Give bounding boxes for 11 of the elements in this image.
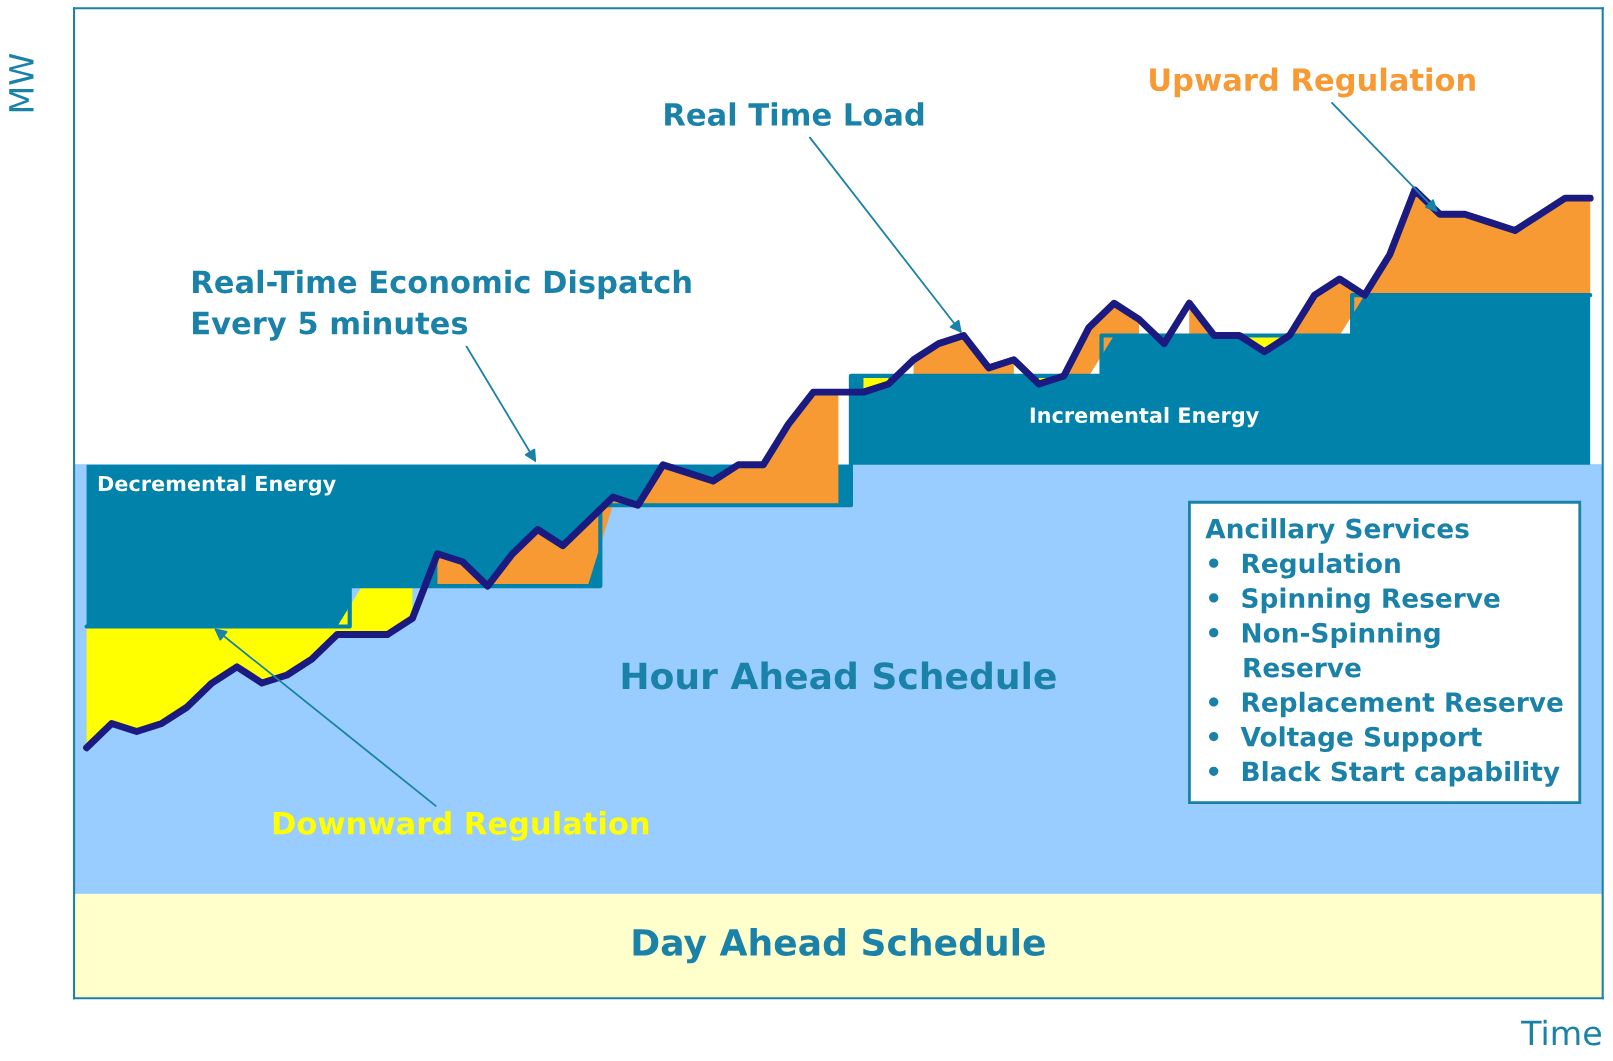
text: Upward Regulation xyxy=(1150,67,1475,98)
text: Real-Time Economic Dispatch Every 5 minutes xyxy=(193,269,691,341)
annotation: Decremental Energy xyxy=(98,475,336,496)
y-axis-title: MW xyxy=(9,53,34,112)
text: Real Time Load xyxy=(665,102,924,126)
x-axis-title: Time xyxy=(1521,1019,1601,1046)
band-label: Day Ahead Schedule xyxy=(633,928,1045,964)
annotation: Incremental Energy xyxy=(1030,406,1259,428)
annotation: Ancillary Services • Regulation • Spinning Reserve • Non-Spinning Reserve • Replacement Reserve • Voltage Support • Black Start capability xyxy=(1205,518,1563,787)
band-label: Hour Ahead Schedule xyxy=(622,661,1056,690)
text: Downward Regulation xyxy=(273,811,649,841)
